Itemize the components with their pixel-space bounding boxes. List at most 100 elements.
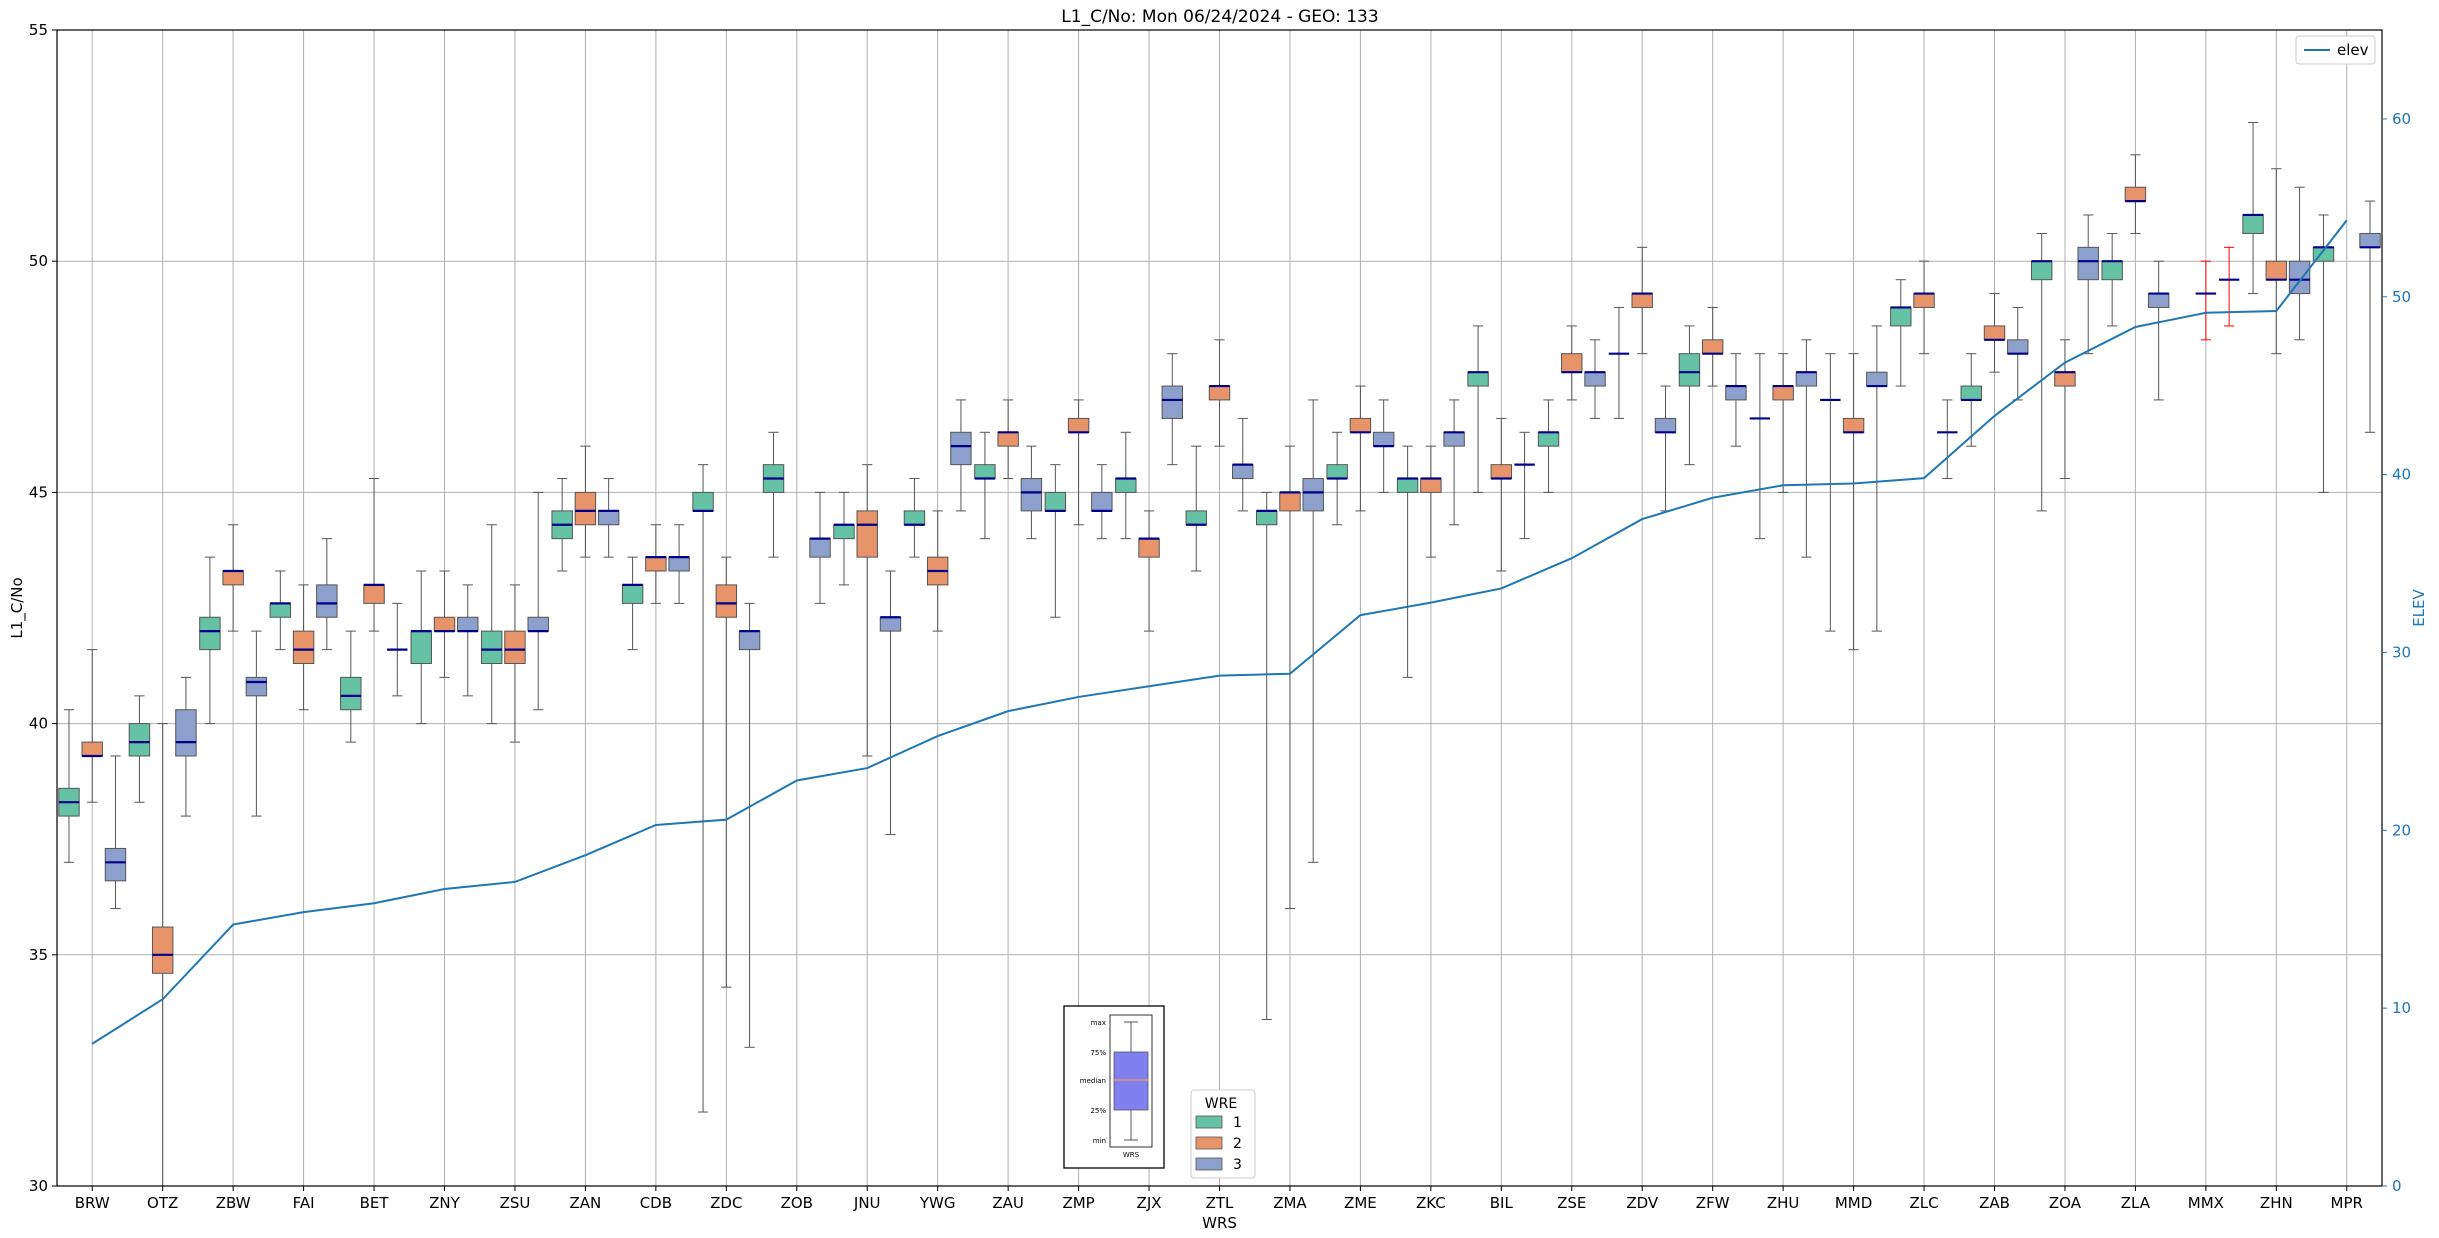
box-BET-wre3: [387, 602, 408, 697]
box-ZAU-wre3: [1020, 445, 1043, 540]
x-tick-label: JNU: [853, 1194, 881, 1212]
box-body: [2077, 246, 2099, 281]
box-ZOA-wre1: [2030, 232, 2053, 512]
y-tick-label: 45: [29, 483, 48, 501]
box-body: [433, 616, 456, 632]
box-ZFW-wre1: [1678, 325, 1701, 466]
box-body: [104, 847, 127, 882]
box-body: [574, 491, 597, 526]
x-tick-label: ZBW: [216, 1194, 251, 1212]
box-ZOB-wre1: [762, 431, 785, 558]
x-tick-label: ZOA: [2049, 1194, 2082, 1212]
x-tick-label: ZME: [1344, 1194, 1377, 1212]
key-label-median: median: [1080, 1077, 1106, 1085]
x-tick-label: MPR: [2331, 1194, 2363, 1212]
box-body: [1255, 510, 1278, 526]
y-tick-label: 55: [29, 21, 48, 39]
box-body: [1772, 385, 1794, 401]
box-body: [597, 510, 620, 526]
box-body: [809, 538, 831, 558]
x-axis-label: WRS: [1202, 1214, 1237, 1232]
box-body: [175, 709, 197, 757]
box-ZSE-wre3: [1584, 339, 1606, 419]
box-YWG-wre3: [950, 399, 972, 512]
x-tick-label: ZDC: [710, 1194, 742, 1212]
box-body: [292, 630, 315, 664]
box-MMD-wre1: [1820, 353, 1841, 632]
box-ZDC-wre1: [692, 464, 714, 1113]
box-ZSU-wre3: [527, 491, 549, 711]
box-body: [2101, 260, 2123, 281]
elev-legend-frame: [2295, 35, 2376, 65]
box-ZKC-wre3: [1443, 399, 1465, 526]
box-MMD-wre3: [1866, 325, 1888, 632]
box-MMX-wre3: [2218, 246, 2240, 327]
box-body: [1467, 371, 1489, 387]
wre-legend-title: WRE: [1205, 1096, 1237, 1112]
box-ZMA-wre3: [1302, 399, 1324, 863]
box-body: [527, 616, 549, 632]
box-YWG-wre2: [926, 510, 949, 632]
elev-legend: elev: [2295, 35, 2376, 65]
box-ZHN-wre1: [2242, 121, 2264, 295]
box-body: [1537, 431, 1560, 447]
box-body: [692, 491, 714, 512]
key-label-q75: 75%: [1090, 1049, 1106, 1057]
box-body: [2288, 260, 2311, 295]
x-tick-label: ZDV: [1626, 1194, 1659, 1212]
box-ZHN-wre3: [2288, 186, 2311, 341]
box-body: [1983, 325, 2006, 341]
wre-legend-frame: [1190, 1089, 1256, 1179]
box-body: [833, 524, 855, 540]
box-body: [950, 431, 972, 466]
box-ZLC-wre3: [1937, 399, 1958, 480]
box-ZLA-wre2: [2124, 154, 2147, 234]
box-MPR-wre3: [2359, 200, 2381, 433]
box-body: [1443, 431, 1465, 447]
box-body: [1208, 385, 1231, 401]
key-inner-frame: [1109, 1014, 1153, 1148]
box-body: [1138, 538, 1160, 558]
box-OTZ-wre2: [151, 723, 174, 1186]
box-ZBW-wre2: [222, 524, 244, 632]
box-FAI-wre2: [292, 584, 315, 711]
x-tick-label: ZAN: [570, 1194, 602, 1212]
wre-legend-swatch: [1195, 1157, 1223, 1171]
box-ZSE-wre1: [1537, 399, 1560, 493]
box-MMX-wre2: [2195, 260, 2217, 341]
box-ZME-wre2: [1349, 385, 1372, 512]
key-box-body: [1113, 1051, 1149, 1111]
box-body: [879, 616, 902, 632]
box-body: [2124, 186, 2147, 202]
box-body: [504, 630, 526, 664]
y2-tick-label: 50: [2392, 288, 2411, 306]
elev-series: [91, 219, 2348, 1045]
box-body: [1067, 417, 1090, 433]
box-ZOB-wre3: [809, 491, 831, 604]
box-body: [1372, 431, 1395, 447]
box-ZLA-wre1: [2101, 232, 2123, 327]
box-ZHU-wre3: [1795, 339, 1818, 558]
box-ZJX-wre2: [1138, 510, 1160, 632]
box-FAI-wre3: [316, 538, 338, 651]
x-tick-label: FAI: [293, 1194, 315, 1212]
box-ZLC-wre1: [1890, 279, 1912, 387]
box-ZMP-wre3: [1091, 464, 1113, 540]
box-series: [58, 121, 2381, 1186]
box-JNU-wre2: [856, 464, 878, 757]
box-ZJX-wre3: [1161, 353, 1184, 466]
box-body: [2007, 339, 2029, 355]
chart-title: L1_C/No: Mon 06/24/2024 - GEO: 133: [1061, 7, 1378, 27]
y2-axis-label: ELEV: [2410, 588, 2428, 626]
box-body: [1725, 385, 1747, 401]
box-body: [363, 584, 385, 604]
box-body: [1396, 478, 1419, 493]
x-tick-label: ZFW: [1696, 1194, 1730, 1212]
box-ZDC-wre2: [715, 556, 738, 988]
box-MPR-wre1: [2312, 214, 2335, 493]
box-body: [668, 556, 690, 572]
box-body: [1631, 293, 1653, 308]
x-tick-label: ZJX: [1137, 1194, 1162, 1212]
box-ZDV-wre1: [1608, 306, 1630, 419]
box-body: [340, 676, 362, 711]
